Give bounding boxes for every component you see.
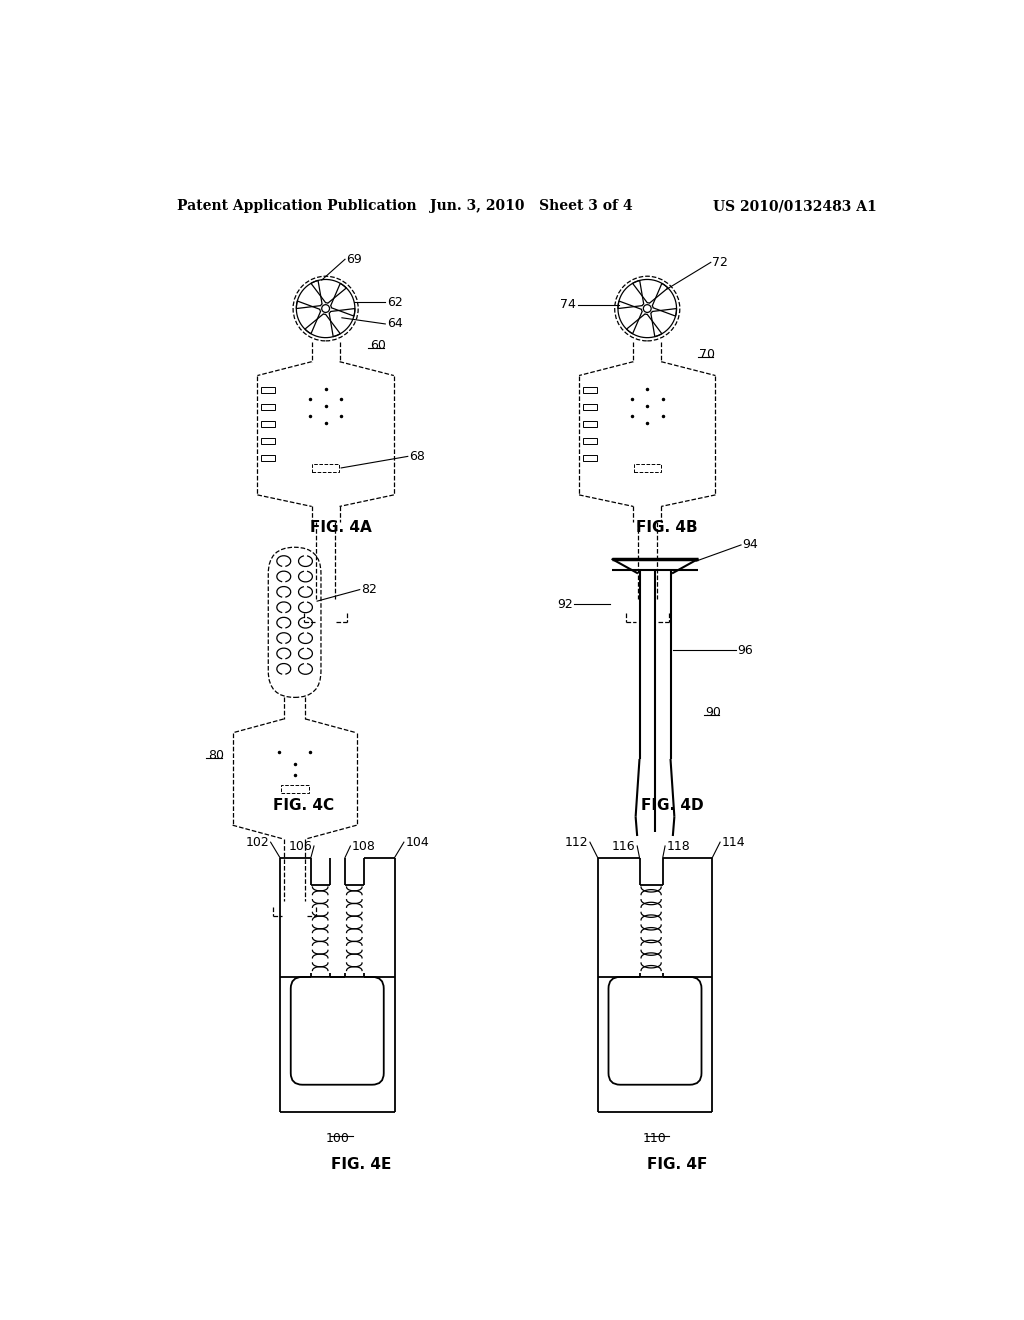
Text: 90: 90 — [706, 706, 721, 719]
Text: 74: 74 — [560, 298, 575, 312]
Text: 62: 62 — [387, 296, 402, 309]
Text: 82: 82 — [361, 583, 377, 597]
Text: FIG. 4F: FIG. 4F — [647, 1156, 708, 1172]
Bar — [261, 404, 275, 411]
Bar — [583, 421, 597, 428]
Bar — [583, 404, 597, 411]
Text: 102: 102 — [246, 836, 269, 849]
Text: 72: 72 — [713, 256, 728, 269]
Text: 118: 118 — [667, 840, 690, 853]
Text: 68: 68 — [410, 450, 425, 463]
Bar — [261, 455, 275, 461]
Text: FIG. 4D: FIG. 4D — [641, 797, 703, 813]
Text: 80: 80 — [208, 750, 224, 763]
Bar — [261, 438, 275, 444]
Text: FIG. 4A: FIG. 4A — [310, 520, 372, 536]
Text: 69: 69 — [346, 252, 362, 265]
Bar — [261, 421, 275, 428]
Text: Patent Application Publication: Patent Application Publication — [177, 199, 417, 213]
Text: US 2010/0132483 A1: US 2010/0132483 A1 — [713, 199, 877, 213]
Bar — [583, 438, 597, 444]
Bar — [312, 465, 339, 471]
Text: 94: 94 — [742, 539, 759, 552]
Text: 92: 92 — [557, 598, 572, 611]
Text: 70: 70 — [699, 348, 715, 362]
Bar — [583, 387, 597, 393]
Text: 100: 100 — [326, 1133, 349, 1146]
Text: Jun. 3, 2010   Sheet 3 of 4: Jun. 3, 2010 Sheet 3 of 4 — [430, 199, 633, 213]
Bar — [634, 465, 660, 471]
Text: 114: 114 — [722, 836, 745, 849]
Text: 104: 104 — [406, 836, 429, 849]
Circle shape — [322, 305, 330, 313]
Text: 96: 96 — [737, 644, 753, 657]
Circle shape — [643, 305, 651, 313]
Text: FIG. 4E: FIG. 4E — [331, 1156, 391, 1172]
Text: FIG. 4B: FIG. 4B — [636, 520, 697, 536]
Bar — [583, 455, 597, 461]
Text: 116: 116 — [612, 840, 636, 853]
Text: 106: 106 — [289, 840, 312, 853]
Text: 64: 64 — [387, 317, 402, 330]
Text: 110: 110 — [643, 1133, 667, 1146]
Text: FIG. 4C: FIG. 4C — [273, 797, 334, 813]
Bar — [281, 785, 308, 793]
Text: 60: 60 — [370, 339, 386, 352]
Text: 108: 108 — [352, 840, 376, 853]
Bar — [261, 387, 275, 393]
Text: 112: 112 — [564, 836, 589, 849]
